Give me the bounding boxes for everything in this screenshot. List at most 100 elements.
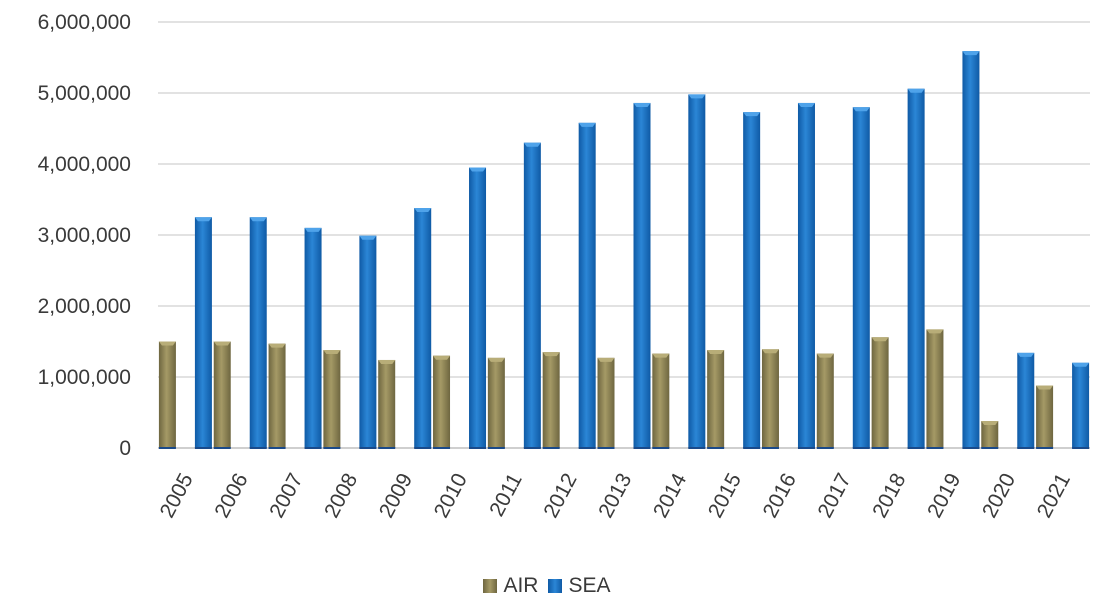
bar-air-2015 [707,350,725,448]
bar-cap [1017,352,1035,357]
legend-item-sea: SEA [548,574,611,598]
bar-cap [1072,362,1090,367]
bar-air-2005 [158,341,176,448]
legend: AIR SEA [0,574,1094,598]
bar-sea-2021 [1072,362,1090,448]
bar-air-2011 [487,357,505,448]
bars [158,51,1090,449]
bar-cap [213,341,231,346]
bar-air-2021 [1036,385,1054,448]
y-tick-label: 5,000,000 [38,82,131,105]
bar-cap [1036,385,1054,390]
y-tick-label: 3,000,000 [38,224,131,247]
x-tick-label: 2007 [265,470,307,522]
bar-cap [469,167,487,172]
bar-air-2019 [926,329,944,448]
bar-cap [487,357,505,362]
y-axis-ticks: 0 1,000,000 2,000,000 3,000,000 4,000,000 5,0… [38,11,131,460]
bar-air-2006 [213,341,231,448]
bar-sea-2013 [633,102,651,448]
x-tick-label: 2020 [978,470,1020,522]
bar-sea-2018 [907,88,925,449]
y-tick-label: 2,000,000 [38,295,131,318]
x-tick-label: 2011 [485,470,527,521]
legend-item-air: AIR [483,574,538,598]
legend-swatch-sea [548,579,563,593]
x-tick-label: 2010 [430,470,472,522]
bar-cap [597,357,615,362]
bar-air-2008 [323,350,341,448]
bar-cap [743,112,761,117]
bar-air-2016 [761,349,779,448]
x-tick-label: 2012 [539,470,581,522]
bar-cap [249,217,267,222]
bar-cap [268,343,286,348]
bar-cap [688,94,706,99]
x-tick-label: 2015 [704,470,746,522]
x-tick-label: 2006 [210,470,252,522]
y-tick-label: 6,000,000 [38,11,131,34]
bar-cap [578,122,596,127]
bar-air-2017 [816,353,834,448]
bar-air-2007 [268,343,286,448]
bar-air-2012 [542,352,560,448]
bar-cap [158,341,176,346]
bar-cap [816,353,834,358]
x-tick-label: 2013 [594,470,636,522]
bar-sea-2019 [962,51,980,449]
bar-cap [542,352,560,357]
bar-sea-2016 [797,102,815,448]
bar-sea-2011 [523,142,541,448]
bar-sea-2006 [249,217,267,448]
bar-cap [797,102,815,107]
bar-cap [962,51,980,56]
x-tick-label: 2005 [156,470,198,522]
bar-air-2020 [981,421,999,448]
bar-sea-2012 [578,122,596,448]
bar-sea-2020 [1017,352,1035,448]
x-tick-label: 2019 [923,470,965,522]
bar-air-2014 [652,353,670,448]
bar-cap [652,353,670,358]
bar-sea-2005 [194,217,212,448]
bar-cap [414,208,432,213]
bar-cap [433,355,451,360]
bar-air-2013 [597,357,615,448]
legend-swatch-air [483,579,498,593]
legend-label-sea: SEA [568,574,611,597]
bar-sea-2014 [688,94,706,449]
bar-cap [871,337,889,342]
bar-sea-2008 [359,235,377,448]
legend-label-air: AIR [503,574,539,597]
bar-cap [523,142,541,147]
bar-air-2009 [378,359,396,448]
bar-air-2010 [433,355,451,448]
bar-cap [378,359,396,364]
bar-cap [633,102,651,107]
x-tick-label: 2021 [1033,470,1075,522]
y-tick-label: 1,000,000 [38,366,131,389]
x-tick-label: 2014 [649,469,691,521]
bar-sea-2007 [304,227,322,448]
bar-cap [981,421,999,426]
y-tick-label: 4,000,000 [38,153,131,176]
bar-air-2018 [871,337,889,448]
bar-cap [926,329,944,334]
x-tick-label: 2009 [375,470,417,522]
x-tick-label: 2008 [320,470,362,522]
gridlines [158,21,1090,449]
x-tick-label: 2018 [868,470,910,522]
bar-cap [359,235,377,240]
x-tick-label: 2016 [759,470,801,522]
bar-cap [707,350,725,355]
y-tick-label: 0 [119,437,131,460]
bar-sea-2009 [414,208,432,448]
bar-cap [304,227,322,232]
x-axis-ticks: 2005 2006 2007 2008 2009 2010 2011 2012 2013 2014… [156,469,1075,521]
bar-sea-2010 [469,167,487,449]
bar-cap [323,350,341,355]
bar-cap [907,88,925,93]
bar-cap [852,107,870,112]
